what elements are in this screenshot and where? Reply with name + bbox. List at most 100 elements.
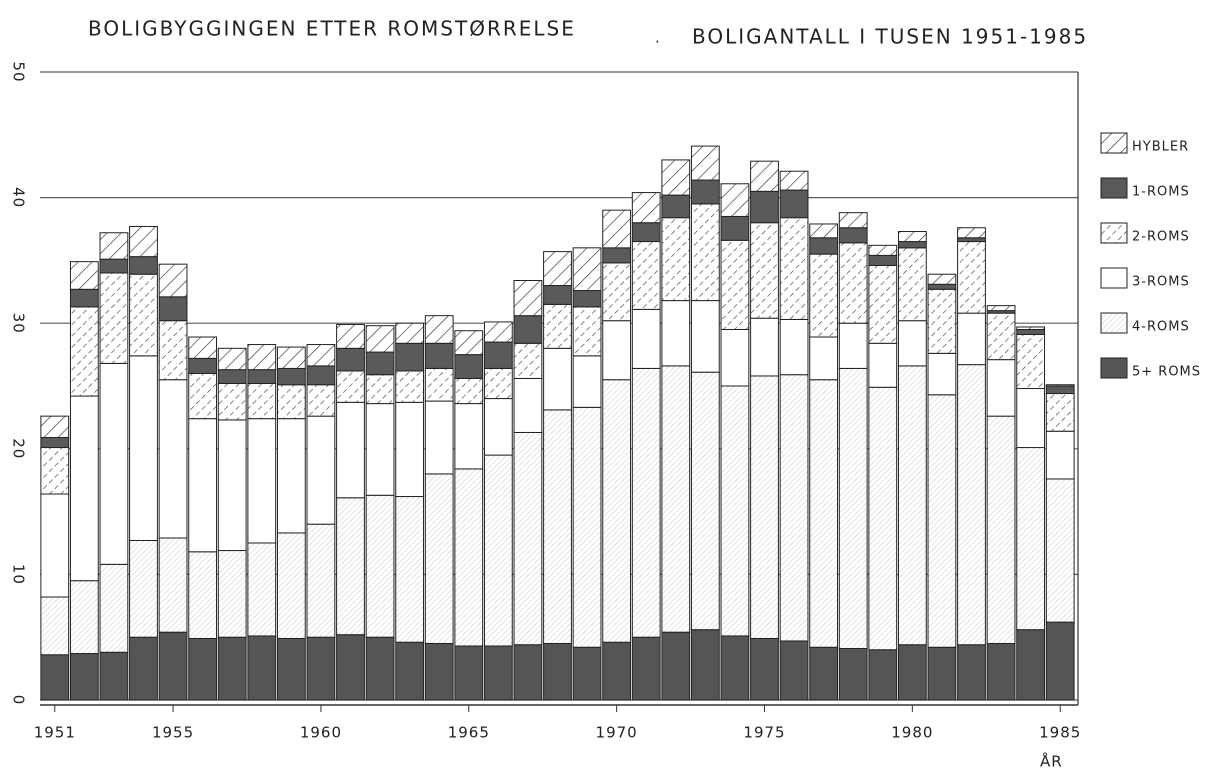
bar-segment <box>897 247 927 322</box>
bar-segment <box>40 447 70 495</box>
x-tick-label: 1960 <box>300 724 342 742</box>
bar-segment <box>661 194 691 219</box>
bar-segment <box>513 315 543 344</box>
bar-segment <box>365 636 395 701</box>
bar-segment <box>602 320 632 381</box>
bar-segment <box>395 322 425 344</box>
x-tick-label: 1975 <box>743 724 785 742</box>
bar-segment <box>809 253 839 338</box>
y-tick-label: 20 <box>10 438 28 459</box>
bar-segment <box>927 646 957 701</box>
legend-label: 3-ROMS <box>1132 275 1190 290</box>
x-tick-label: 1985 <box>1039 724 1081 742</box>
bar-segment <box>395 401 425 498</box>
bar-segment <box>809 336 839 381</box>
bar-segment <box>247 542 277 637</box>
y-tick-label: 30 <box>10 313 28 334</box>
bar-segment <box>602 247 632 264</box>
x-tick-label: 1970 <box>596 724 638 742</box>
bar-segment <box>572 290 602 308</box>
legend-label: 5+ ROMS <box>1132 365 1201 380</box>
bar-segment <box>838 367 868 650</box>
legend-label: 2-ROMS <box>1132 230 1190 245</box>
bar-segment <box>69 580 99 655</box>
bar-segment <box>247 635 277 701</box>
bar-segment <box>572 306 602 357</box>
bar-segment <box>40 654 70 701</box>
bar-segment <box>1016 388 1046 449</box>
bar-segment <box>572 646 602 701</box>
legend-label: 4-ROMS <box>1132 320 1190 335</box>
bar-segment <box>188 551 218 639</box>
bar-segment <box>99 651 129 701</box>
bar-segment <box>395 641 425 701</box>
bar-segment <box>543 347 572 411</box>
bar-segment <box>158 320 188 381</box>
bar-segment <box>158 631 188 701</box>
bar-segment <box>838 242 868 324</box>
bar-segment <box>661 159 691 196</box>
legend-swatch <box>1100 267 1128 289</box>
legend-swatch <box>1100 357 1128 379</box>
bar-segment <box>424 473 454 644</box>
bar-segment <box>454 377 484 405</box>
bar-segment <box>306 384 336 417</box>
bar-segment <box>602 209 632 249</box>
bar-segment <box>868 386 898 651</box>
bar-segment <box>69 653 99 701</box>
bar-segment <box>69 395 99 582</box>
bar-segment <box>897 231 927 243</box>
bar-segment <box>306 523 336 638</box>
x-tick-label: 1955 <box>152 724 194 742</box>
bar-segment <box>957 364 986 646</box>
bar-segment <box>217 382 247 421</box>
bar-segment <box>99 362 129 565</box>
bar-segment <box>513 342 543 379</box>
bar-segment <box>543 285 572 305</box>
bar-segment <box>247 418 277 544</box>
bar-segment <box>868 264 898 344</box>
bar-segment <box>1045 430 1075 480</box>
bar-segment <box>217 369 247 384</box>
bar-segment <box>424 400 454 475</box>
bar-segment <box>483 341 513 369</box>
bar-segment <box>1045 393 1075 432</box>
bar-segment <box>897 644 927 701</box>
bar-segment <box>543 251 572 287</box>
bar-segment <box>336 634 365 701</box>
legend-label: 1-ROMS <box>1132 185 1190 200</box>
bar-segment <box>779 318 809 376</box>
bar-segment <box>809 379 839 648</box>
bar-segment <box>365 325 395 353</box>
bar-segment <box>957 312 986 366</box>
bar-segment <box>779 374 809 642</box>
bar-segment <box>543 409 572 644</box>
bar-segment <box>838 212 868 229</box>
bar-segment <box>1045 478 1075 623</box>
bar-segment <box>957 237 986 243</box>
bar-segment <box>690 629 720 701</box>
legend-swatch <box>1100 312 1128 334</box>
bar-segment <box>513 431 543 646</box>
bar-segment <box>188 637 218 701</box>
bar-segment <box>483 367 513 400</box>
bar-segment <box>247 344 277 371</box>
bar-segment <box>158 296 188 322</box>
chart-subtitle: BOLIGANTALL I TUSEN 1951-1985 <box>692 25 1088 49</box>
bar-segment <box>957 227 986 239</box>
bar-segment <box>572 355 602 408</box>
bar-segment <box>543 303 572 349</box>
bar-segment <box>424 315 454 344</box>
bar-segment <box>868 254 898 266</box>
bar-segment <box>424 642 454 701</box>
bar-segment <box>720 183 750 217</box>
bar-segment <box>986 642 1016 701</box>
legend-swatch <box>1100 132 1128 154</box>
bar-segment <box>276 367 306 386</box>
bar-segment <box>188 372 218 420</box>
bar-segment <box>276 637 306 701</box>
bar-segment <box>927 273 957 285</box>
bar-segment <box>543 642 572 701</box>
bar-segment <box>69 306 99 397</box>
bar-segment <box>40 596 70 656</box>
